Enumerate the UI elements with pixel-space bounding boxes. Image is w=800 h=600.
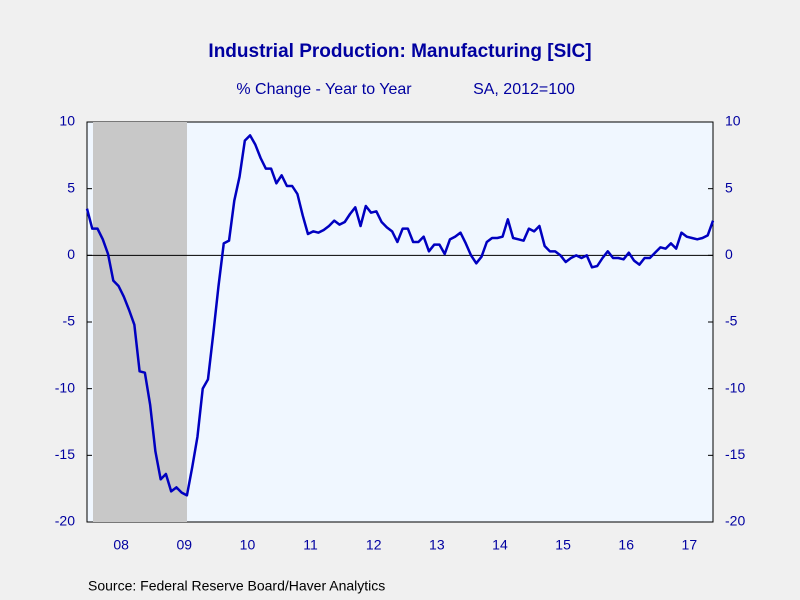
source-note: Source: Federal Reserve Board/Haver Anal…	[88, 578, 385, 594]
y2-tick-label: -15	[725, 446, 745, 462]
y2-tick-label: -5	[725, 313, 738, 329]
y-tick-label: -5	[63, 313, 76, 329]
x-tick-label: 11	[303, 537, 318, 553]
chart-subtitle: % Change - Year to Year	[236, 81, 412, 98]
y2-tick-label: -10	[725, 379, 745, 395]
recession-shade	[93, 122, 187, 522]
y2-tick-label: -20	[725, 513, 745, 529]
chart-subtitle: SA, 2012=100	[473, 81, 575, 98]
x-tick-label: 12	[366, 537, 382, 553]
x-tick-label: 17	[682, 537, 698, 553]
x-tick-label: 08	[113, 537, 129, 553]
y-tick-label: -10	[55, 379, 75, 395]
y-tick-label: -15	[55, 446, 75, 462]
x-tick-label: 10	[240, 537, 256, 553]
y2-tick-label: 5	[725, 179, 733, 195]
x-tick-label: 14	[492, 537, 508, 553]
y-tick-label: -20	[55, 513, 75, 529]
y2-tick-label: 10	[725, 113, 741, 129]
x-tick-label: 15	[555, 537, 571, 553]
x-tick-label: 09	[177, 537, 193, 553]
x-tick-label: 16	[618, 537, 634, 553]
y-tick-label: 0	[67, 246, 75, 262]
plot-area	[86, 121, 714, 523]
y2-tick-label: 0	[725, 246, 733, 262]
chart-title: Industrial Production: Manufacturing [SI…	[208, 41, 591, 62]
data-line	[85, 134, 715, 497]
y-tick-label: 10	[59, 113, 75, 129]
y-tick-label: 5	[67, 179, 75, 195]
x-tick-label: 13	[429, 537, 445, 553]
